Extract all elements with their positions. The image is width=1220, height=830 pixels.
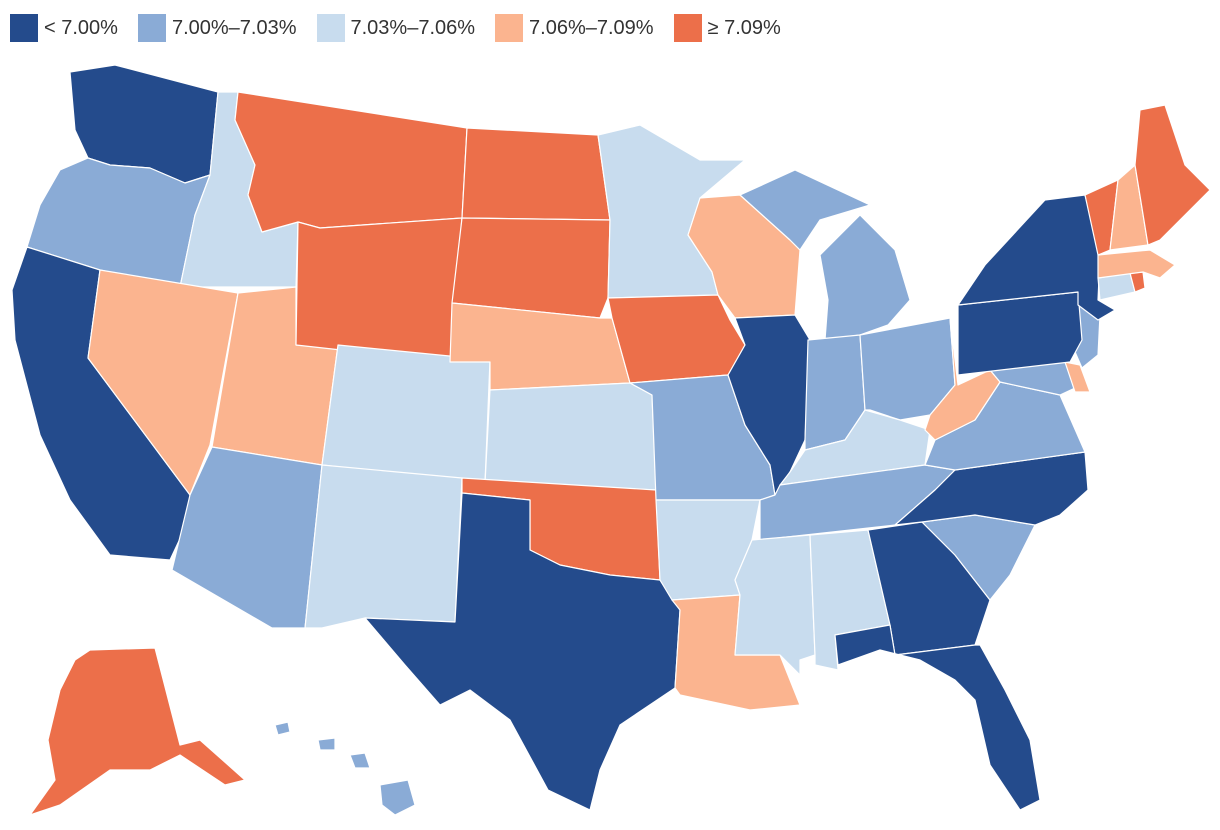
state-mi[interactable] — [739, 169, 911, 341]
state-hi[interactable] — [274, 721, 416, 816]
legend-label: ≥ 7.09% — [707, 16, 781, 39]
legend-label: < 7.00% — [44, 16, 118, 39]
state-mt[interactable] — [234, 91, 468, 233]
legend-label: 7.00%–7.03% — [171, 16, 297, 39]
legend: < 7.00% 7.00%–7.03% 7.03%–7.06% 7.06%–7.… — [10, 12, 801, 44]
legend-item-above-7-09: ≥ 7.09% — [673, 14, 781, 42]
state-nc[interactable] — [894, 451, 1089, 526]
state-sd[interactable] — [451, 217, 611, 319]
state-wy[interactable] — [295, 217, 463, 363]
state-ma[interactable] — [1097, 249, 1176, 279]
legend-item-below-7-00: < 7.00% — [10, 14, 118, 42]
state-co[interactable] — [321, 344, 491, 484]
legend-swatch — [673, 14, 702, 42]
legend-label: 7.03%–7.06% — [350, 16, 476, 39]
legend-swatch — [495, 14, 524, 42]
legend-swatch — [137, 14, 166, 42]
state-ms[interactable] — [734, 534, 816, 676]
state-nm[interactable] — [304, 464, 463, 629]
state-nd[interactable] — [461, 127, 611, 221]
state-ny[interactable] — [957, 194, 1116, 321]
legend-item-7-06-7-09: 7.06%–7.09% — [495, 14, 654, 42]
state-tx[interactable] — [364, 492, 681, 811]
legend-item-7-03-7-06: 7.03%–7.06% — [316, 14, 476, 42]
state-de[interactable] — [1064, 361, 1091, 393]
legend-swatch — [316, 14, 345, 42]
state-ia[interactable] — [607, 294, 746, 384]
state-ks[interactable] — [484, 382, 657, 491]
legend-item-7-00-7-03: 7.00%–7.03% — [137, 14, 297, 42]
legend-swatch — [10, 14, 38, 42]
state-ak[interactable] — [29, 647, 246, 816]
state-pa[interactable] — [957, 291, 1083, 376]
legend-label: 7.06%–7.09% — [529, 16, 654, 39]
state-me[interactable] — [1134, 104, 1211, 246]
state-fl[interactable] — [834, 624, 1041, 811]
state-nv[interactable] — [87, 269, 239, 496]
